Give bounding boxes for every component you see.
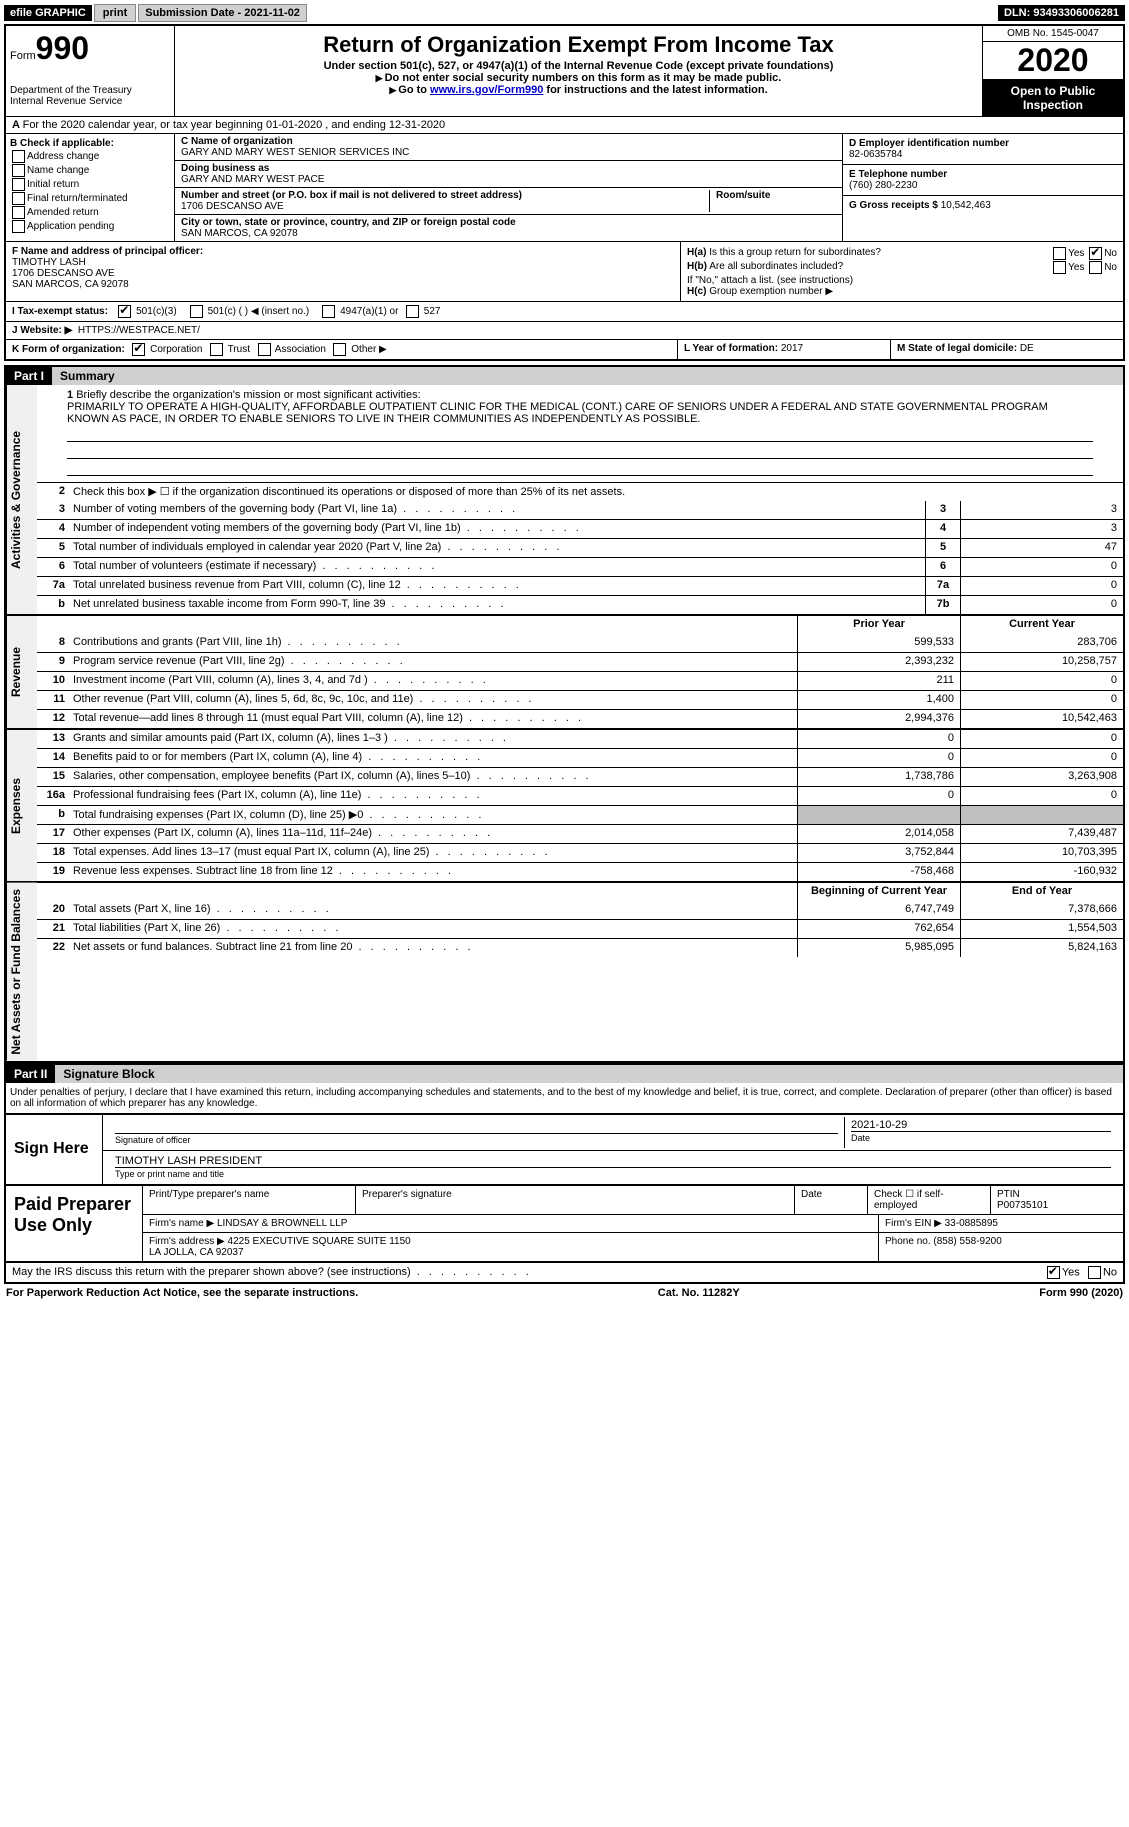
entity-info-block: B Check if applicable: Address change Na… — [4, 133, 1125, 241]
state-domicile: DE — [1020, 343, 1034, 354]
section-deg: D Employer identification number82-06357… — [842, 134, 1123, 241]
mission-text: PRIMARILY TO OPERATE A HIGH-QUALITY, AFF… — [67, 401, 1048, 425]
org-name: GARY AND MARY WEST SENIOR SERVICES INC — [181, 147, 409, 158]
summary-line: 11Other revenue (Part VIII, column (A), … — [37, 690, 1123, 709]
city-state-zip: SAN MARCOS, CA 92078 — [181, 228, 298, 239]
form-title-block: Return of Organization Exempt From Incom… — [175, 26, 982, 116]
summary-line: 18Total expenses. Add lines 13–17 (must … — [37, 843, 1123, 862]
year-formation: 2017 — [781, 343, 803, 354]
expenses-section: Expenses 13Grants and similar amounts pa… — [4, 730, 1125, 883]
firm-ein: 33-0885895 — [945, 1218, 998, 1229]
part-ii-header: Part II Signature Block — [4, 1063, 1125, 1083]
declaration-text: Under penalties of perjury, I declare th… — [4, 1083, 1125, 1115]
summary-line: 21Total liabilities (Part X, line 26)762… — [37, 919, 1123, 938]
firm-phone: (858) 558-9200 — [933, 1236, 1001, 1247]
summary-line: 15Salaries, other compensation, employee… — [37, 767, 1123, 786]
summary-line: 6Total number of volunteers (estimate if… — [37, 557, 1123, 576]
summary-line: 9Program service revenue (Part VIII, lin… — [37, 652, 1123, 671]
summary-line: 22Net assets or fund balances. Subtract … — [37, 938, 1123, 957]
top-toolbar: efile GRAPHIC print Submission Date - 20… — [4, 4, 1125, 22]
section-b: B Check if applicable: Address change Na… — [6, 134, 175, 241]
omb-number: OMB No. 1545-0047 — [983, 26, 1123, 42]
website-value: HTTPS://WESTPACE.NET/ — [78, 325, 200, 336]
summary-line: 20Total assets (Part X, line 16)6,747,74… — [37, 901, 1123, 919]
ein-value: 82-0635784 — [849, 149, 902, 160]
summary-line: 13Grants and similar amounts paid (Part … — [37, 730, 1123, 748]
summary-line: 4Number of independent voting members of… — [37, 519, 1123, 538]
form-id-block: Form990 Department of the Treasury Inter… — [6, 26, 175, 116]
street-address: 1706 DESCANSO AVE — [181, 201, 284, 212]
dln-label: DLN: 93493306006281 — [998, 5, 1125, 21]
section-klm: K Form of organization: Corporation Trus… — [4, 339, 1125, 361]
signature-date: 2021-10-29 — [851, 1119, 1111, 1132]
print-button[interactable]: print — [94, 4, 136, 22]
summary-line: 17Other expenses (Part IX, column (A), l… — [37, 824, 1123, 843]
summary-line: 3Number of voting members of the governi… — [37, 501, 1123, 519]
officer-group-block: F Name and address of principal officer:… — [4, 241, 1125, 301]
section-f: F Name and address of principal officer:… — [6, 242, 681, 301]
activities-governance-section: Activities & Governance 1 Briefly descri… — [4, 385, 1125, 616]
section-i-tax-status: I Tax-exempt status: 501(c)(3) 501(c) ( … — [4, 301, 1125, 321]
revenue-section: Revenue Prior YearCurrent Year 8Contribu… — [4, 616, 1125, 730]
form-number: 990 — [36, 30, 89, 66]
subtitle: Under section 501(c), 527, or 4947(a)(1)… — [183, 60, 974, 72]
efile-label: efile GRAPHIC — [4, 5, 92, 21]
tab-revenue: Revenue — [6, 616, 37, 728]
summary-line: 8Contributions and grants (Part VIII, li… — [37, 634, 1123, 652]
firm-name: LINDSAY & BROWNELL LLP — [217, 1218, 347, 1229]
paid-preparer-block: Paid Preparer Use Only Print/Type prepar… — [4, 1186, 1125, 1263]
summary-line: bTotal fundraising expenses (Part IX, co… — [37, 805, 1123, 824]
phone-value: (760) 280-2230 — [849, 180, 917, 191]
dept-label: Department of the Treasury Internal Reve… — [10, 85, 170, 107]
summary-line: 16aProfessional fundraising fees (Part I… — [37, 786, 1123, 805]
officer-typed-name: TIMOTHY LASH PRESIDENT — [115, 1155, 1111, 1168]
dba-name: GARY AND MARY WEST PACE — [181, 174, 324, 185]
part-i-header: Part I Summary — [4, 365, 1125, 385]
line-a-period: A For the 2020 calendar year, or tax yea… — [4, 116, 1125, 133]
page-title: Return of Organization Exempt From Incom… — [183, 32, 974, 58]
sign-here-block: Sign Here Signature of officer 2021-10-2… — [4, 1115, 1125, 1186]
section-h: H(a) Is this a group return for subordin… — [681, 242, 1123, 301]
summary-line: bNet unrelated business taxable income f… — [37, 595, 1123, 614]
tab-activities-governance: Activities & Governance — [6, 385, 37, 614]
gross-receipts: 10,542,463 — [941, 200, 991, 211]
submission-date-label: Submission Date - 2021-11-02 — [138, 4, 307, 22]
discuss-with-preparer: May the IRS discuss this return with the… — [4, 1263, 1125, 1284]
ptin-value: P00735101 — [997, 1200, 1048, 1211]
summary-line: 12Total revenue—add lines 8 through 11 (… — [37, 709, 1123, 728]
summary-line: 14Benefits paid to or for members (Part … — [37, 748, 1123, 767]
form-header: Form990 Department of the Treasury Inter… — [4, 24, 1125, 116]
section-j-website: J Website: ▶ HTTPS://WESTPACE.NET/ — [4, 321, 1125, 339]
summary-line: 7aTotal unrelated business revenue from … — [37, 576, 1123, 595]
net-assets-section: Net Assets or Fund Balances Beginning of… — [4, 883, 1125, 1063]
tab-net-assets: Net Assets or Fund Balances — [6, 883, 37, 1061]
instructions-link[interactable]: www.irs.gov/Form990 — [430, 84, 543, 96]
page-footer: For Paperwork Reduction Act Notice, see … — [4, 1284, 1125, 1302]
summary-line: 10Investment income (Part VIII, column (… — [37, 671, 1123, 690]
officer-name: TIMOTHY LASH — [12, 257, 86, 268]
open-public-badge: Open to Public Inspection — [983, 80, 1123, 116]
tax-year: 2020 — [983, 42, 1123, 80]
section-c: C Name of organizationGARY AND MARY WEST… — [175, 134, 842, 241]
year-block: OMB No. 1545-0047 2020 Open to Public In… — [982, 26, 1123, 116]
summary-line: 5Total number of individuals employed in… — [37, 538, 1123, 557]
summary-line: 19Revenue less expenses. Subtract line 1… — [37, 862, 1123, 881]
tab-expenses: Expenses — [6, 730, 37, 881]
